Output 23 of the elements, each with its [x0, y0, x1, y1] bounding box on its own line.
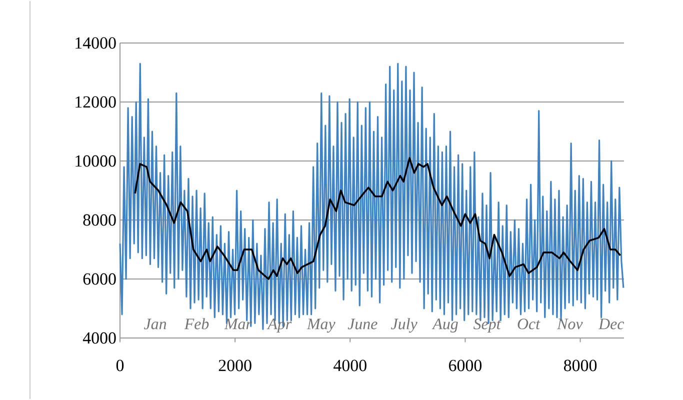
x-tick-label: 6000 — [449, 360, 482, 372]
annotation: Oct — [518, 318, 540, 330]
x-tick-label: 8000 — [564, 360, 597, 372]
y-tick-label: 10000 — [76, 155, 116, 167]
annotation: Feb — [184, 318, 209, 330]
annotation: May — [306, 318, 336, 333]
x-tick-label: 2000 — [218, 360, 252, 372]
annotation: Nov — [556, 318, 583, 330]
y-tick-label: 14000 — [76, 37, 116, 49]
annotation: Aug — [432, 318, 458, 333]
x-tick-label: 0 — [116, 360, 124, 372]
annotation: Jan — [144, 318, 166, 330]
x-tick-label: 4000 — [334, 360, 366, 372]
line-series — [134, 157, 622, 280]
annotation: July — [391, 318, 418, 333]
y-tick-label: 12000 — [76, 96, 116, 108]
annotation: Sept — [473, 318, 502, 333]
y-tick-label: 6000 — [83, 273, 116, 285]
annotation: Dec — [598, 318, 624, 330]
annotation: Apr — [266, 318, 292, 333]
y-tick-label: 8000 — [83, 214, 116, 226]
y-tick-label: 4000 — [82, 332, 116, 344]
annotation: June — [348, 318, 378, 330]
